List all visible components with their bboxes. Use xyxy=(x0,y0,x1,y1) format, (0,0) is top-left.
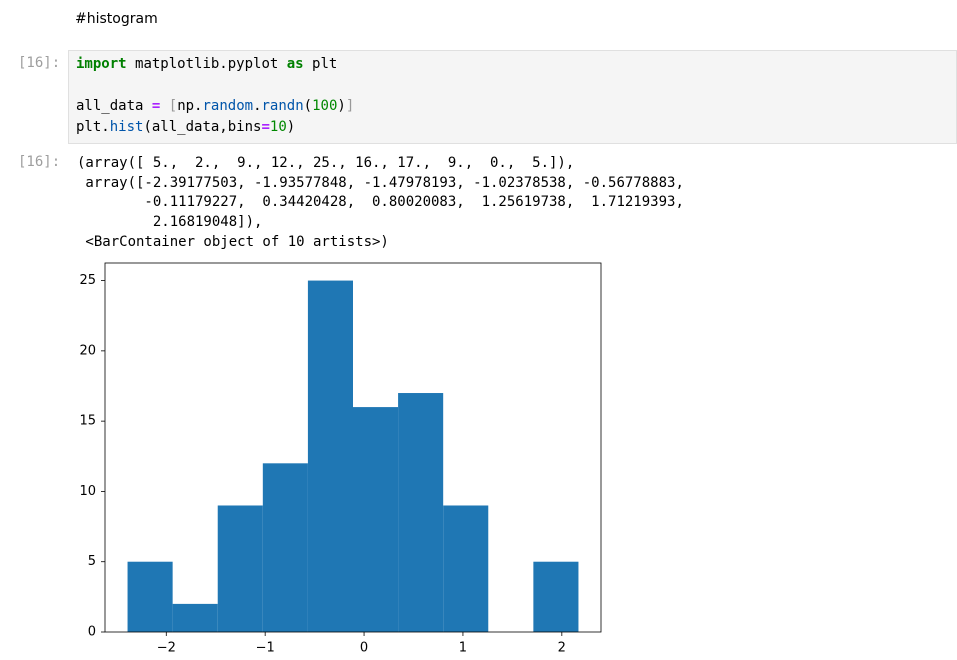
code-token: plt. xyxy=(76,119,110,135)
output-line: 2.16819048]), xyxy=(77,214,263,231)
output-text: (array([ 5., 2., 9., 12., 25., 16., 17.,… xyxy=(77,154,684,253)
y-tick-label: 25 xyxy=(79,273,96,288)
code-token: . xyxy=(253,98,262,114)
bar xyxy=(353,407,399,632)
operator: = xyxy=(261,119,270,135)
bracket: [ xyxy=(168,98,178,114)
markdown-cell: #histogram xyxy=(75,11,158,27)
output-line: (array([ 5., 2., 9., 12., 25., 16., 17.,… xyxy=(77,155,575,171)
bar xyxy=(443,505,489,632)
code-token: ) xyxy=(286,119,296,135)
code-line: plt.hist(all_data,bins=10) xyxy=(76,119,295,135)
y-tick-label: 20 xyxy=(79,343,96,358)
bar xyxy=(217,505,263,632)
y-tick-label: 10 xyxy=(79,484,96,499)
operator: = xyxy=(151,98,161,114)
x-tick-label: 1 xyxy=(459,641,467,656)
x-tick-label: 2 xyxy=(558,641,566,656)
code-token: np. xyxy=(177,98,203,114)
output-line: array([-2.39177503, -1.93577848, -1.4797… xyxy=(77,174,684,191)
attribute: randn xyxy=(261,98,304,114)
bar xyxy=(262,463,308,632)
code-token: ) xyxy=(337,98,346,114)
x-tick-label: −2 xyxy=(157,641,176,656)
code-token: ( xyxy=(303,98,313,114)
x-tick-label: −1 xyxy=(256,641,275,656)
number: 10 xyxy=(269,119,287,135)
attribute: random xyxy=(202,98,254,114)
y-tick-label: 0 xyxy=(88,625,96,640)
input-prompt: [16]: xyxy=(18,55,61,71)
code-token: all_data xyxy=(76,98,144,114)
bar xyxy=(533,561,579,632)
bar xyxy=(172,603,218,632)
output-line: <BarContainer object of 10 artists>) xyxy=(77,233,389,250)
bar xyxy=(398,393,444,632)
code-token: (all_data,bins xyxy=(143,119,262,135)
code-line: import matplotlib.pyplot as plt xyxy=(76,56,337,72)
number: 100 xyxy=(312,98,338,114)
code-cell[interactable]: import matplotlib.pyplot as plt all_data… xyxy=(68,50,957,144)
y-tick-label: 15 xyxy=(79,414,96,429)
x-tick-label: 0 xyxy=(360,641,368,656)
bar xyxy=(127,561,173,632)
bracket: ] xyxy=(345,98,355,114)
code-line: all_data = [np.random.randn(100)] xyxy=(76,98,354,114)
code-token: matplotlib.pyplot xyxy=(135,56,279,72)
output-line: -0.11179227, 0.34420428, 0.80020083, 1.2… xyxy=(77,194,684,211)
bar xyxy=(307,280,354,632)
keyword: import xyxy=(76,56,127,72)
code-token: plt xyxy=(312,56,338,72)
keyword: as xyxy=(286,56,304,72)
y-tick-label: 5 xyxy=(88,554,96,569)
axes-frame xyxy=(104,262,602,633)
output-prompt: [16]: xyxy=(18,154,61,170)
attribute: hist xyxy=(109,119,144,135)
